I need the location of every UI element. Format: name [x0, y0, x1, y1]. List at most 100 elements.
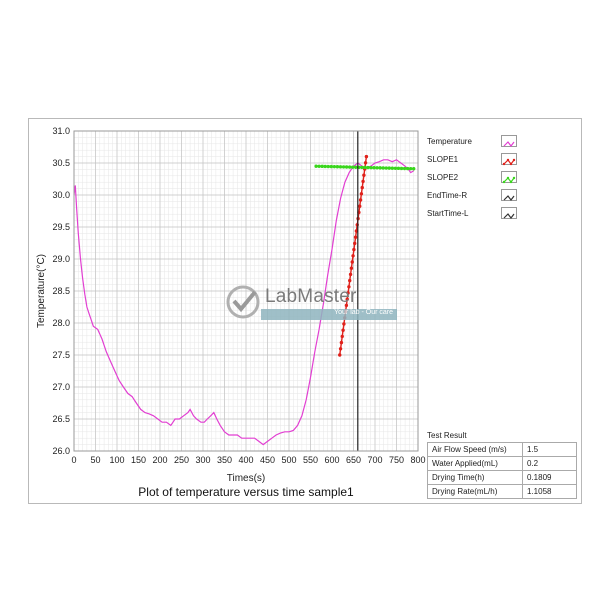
y-tick-label: 30.0 [52, 190, 70, 200]
slope1-series-point [350, 260, 354, 264]
legend-entry-slope2: SLOPE2 [427, 168, 547, 186]
slope1-series-point [348, 278, 352, 283]
slope2-series-point [338, 165, 343, 169]
result-row: Drying Rate(mL/h) 1.1058 [427, 484, 577, 499]
slope1-series-point [346, 291, 350, 295]
chart-legend: Temperature SLOPE1 SLOPE2 EndTime-R StartTim… [427, 132, 547, 222]
legend-swatch [501, 207, 517, 219]
slope1-series-point [359, 192, 364, 196]
slope2-series-point [393, 166, 398, 170]
slope1-series-point [358, 198, 363, 202]
slope1-series-point [353, 235, 358, 239]
y-axis-label: Temperature(°C) [36, 254, 47, 328]
x-axis-label: Times(s) [227, 473, 266, 484]
slope2-series-point [350, 165, 355, 169]
slope2-series-point [369, 165, 373, 170]
result-label: Water Applied(mL) [427, 456, 523, 471]
result-value: 0.2 [522, 456, 577, 471]
slope1-series-point [358, 204, 362, 208]
legend-label: SLOPE1 [427, 154, 459, 164]
y-tick-label: 28.0 [52, 318, 70, 328]
chart-panel: 0 50 100 150 200 250 300 350 400 450 500 550 600 650 7… [28, 118, 582, 504]
y-tick-label: 27.5 [52, 350, 70, 360]
legend-entry-temperature: Temperature [427, 132, 547, 150]
y-tick-label: 29.0 [52, 254, 70, 264]
slope2-series-point [317, 164, 321, 168]
slope1-series-point [340, 334, 344, 339]
slope1-series-point [341, 328, 345, 332]
x-tick-label: 50 [90, 455, 100, 465]
slope1-series-point [361, 179, 365, 184]
slope2-series-point [408, 166, 413, 171]
slope1-series-point [352, 247, 356, 252]
slope2-series-point [326, 164, 330, 169]
slope1-series-point [364, 154, 369, 159]
slope1-series-point [351, 254, 355, 258]
legend-swatch [501, 171, 517, 184]
y-tick-label: 27.0 [52, 382, 70, 392]
temperature-chart: 0 50 100 150 200 250 300 350 400 450 500 550 600 650 7… [36, 126, 426, 499]
watermark-tag-bar: Your lab - Our care [261, 309, 397, 320]
slope2-series-point [329, 164, 334, 169]
temperature-series-line [73, 159, 415, 446]
x-tick-label: 400 [238, 455, 253, 465]
result-value: 0.1809 [522, 470, 577, 485]
slope1-series-point [345, 297, 349, 301]
test-result-panel: Test Result Air Flow Speed (m/s) 1.5 Water… [427, 431, 577, 499]
x-tick-label: 100 [109, 455, 124, 465]
chart-title: Plot of temperature versus time sample1 [138, 485, 354, 499]
slope2-series-point [390, 166, 395, 170]
watermark-tagline: Your lab - Our care [334, 309, 393, 316]
x-tick-label: 500 [281, 455, 296, 465]
legend-label: StartTime-L [427, 208, 469, 218]
slope2-series-point [332, 164, 337, 169]
slope2-series-point [378, 166, 382, 170]
slope1-series-point [339, 340, 344, 345]
y-tick-label: 28.5 [52, 286, 70, 296]
slope2-series-point [375, 166, 379, 170]
slope2-series-point [335, 165, 340, 169]
result-label: Drying Rate(mL/h) [427, 484, 523, 499]
x-tick-label: 650 [346, 455, 361, 465]
slope1-series-point [363, 161, 368, 165]
legend-swatch [501, 135, 517, 147]
y-tick-label: 26.5 [52, 414, 70, 424]
slope1-series-point [338, 353, 342, 357]
slope1-series-point [353, 241, 357, 246]
plot-frame [73, 130, 419, 452]
x-tick-label: 550 [303, 455, 318, 465]
slope2-series-point [412, 167, 416, 171]
y-tick-label: 29.5 [52, 222, 70, 232]
slope2-series-point [341, 165, 346, 169]
x-tick-label: 0 [71, 455, 76, 465]
slope1-series-point [347, 285, 351, 289]
slope2-series-point [363, 165, 367, 170]
legend-entry-slope1: SLOPE1 [427, 150, 547, 168]
test-result-table: Air Flow Speed (m/s) 1.5 Water Applied(mL)… [427, 442, 577, 499]
slope2-series-point [384, 166, 388, 170]
slope2-series-point [314, 164, 318, 168]
x-tick-label: 350 [217, 455, 232, 465]
slope2-series-point [372, 166, 376, 170]
test-result-title: Test Result [427, 431, 467, 440]
x-tick-label: 700 [367, 455, 382, 465]
result-row: Air Flow Speed (m/s) 1.5 [427, 442, 577, 457]
slope2-series-point [396, 166, 401, 171]
x-tick-label: 800 [410, 455, 425, 465]
slope1-series-point [360, 185, 364, 190]
x-tick-label: 200 [152, 455, 167, 465]
slope2-series-point [366, 165, 370, 170]
result-value: 1.1058 [522, 484, 577, 499]
legend-swatch [501, 153, 517, 166]
legend-label: SLOPE2 [427, 172, 459, 182]
x-tick-label: 150 [131, 455, 146, 465]
result-label: Air Flow Speed (m/s) [427, 442, 523, 457]
slope2-series-point [320, 164, 324, 169]
slope2-series-point [405, 166, 410, 171]
x-tick-label: 750 [389, 455, 404, 465]
slope1-series-point [344, 303, 349, 308]
legend-swatch [501, 189, 517, 201]
x-tick-label: 450 [260, 455, 275, 465]
result-value: 1.5 [522, 442, 577, 457]
result-row: Water Applied(mL) 0.2 [427, 456, 577, 471]
